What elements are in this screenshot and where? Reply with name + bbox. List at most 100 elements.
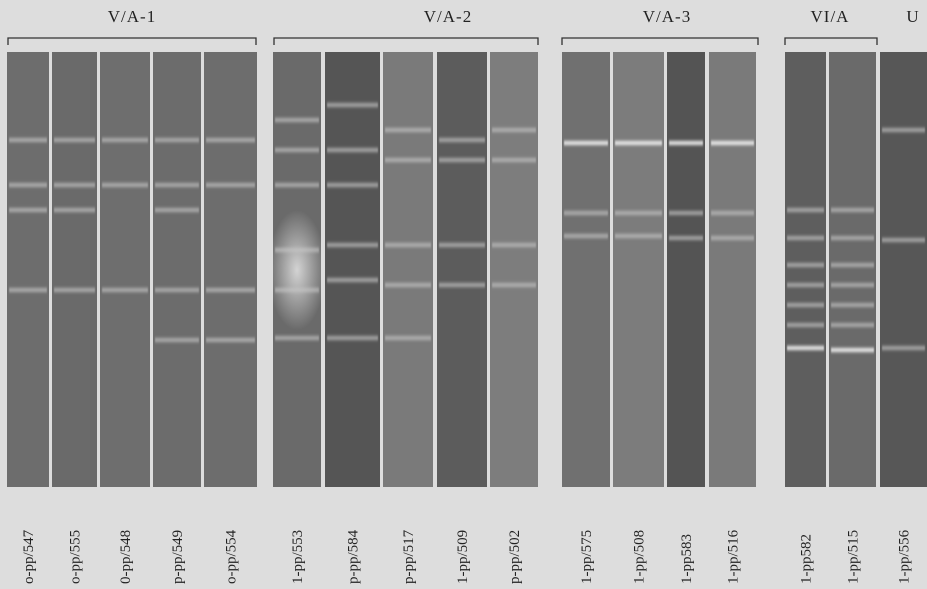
gel-lane bbox=[709, 52, 756, 487]
lane-background bbox=[709, 52, 756, 487]
gel-band bbox=[492, 243, 536, 247]
gel-band bbox=[275, 183, 319, 187]
gel-band bbox=[787, 283, 824, 287]
group-label: V/A-1 bbox=[108, 7, 156, 26]
lane-label: o-pp/554 bbox=[224, 529, 240, 584]
gel-band bbox=[54, 138, 95, 142]
gel-band bbox=[385, 128, 431, 132]
gel-band bbox=[54, 183, 95, 187]
gel-band bbox=[275, 148, 319, 152]
gel-band bbox=[787, 208, 824, 212]
gel-lane bbox=[490, 52, 538, 487]
gel-band bbox=[155, 183, 199, 187]
gel-band bbox=[275, 118, 319, 122]
gel-band bbox=[155, 208, 199, 212]
group-label: V/A-3 bbox=[643, 7, 691, 26]
lane-background bbox=[785, 52, 826, 487]
lane-background bbox=[880, 52, 927, 487]
gel-band bbox=[831, 263, 874, 267]
gel-band bbox=[385, 336, 431, 340]
group-label: U bbox=[906, 7, 919, 26]
gel-band bbox=[275, 248, 319, 252]
lane-background bbox=[829, 52, 876, 487]
gel-band bbox=[102, 138, 148, 142]
gel-band bbox=[385, 243, 431, 247]
gel-band bbox=[206, 338, 255, 342]
gel-lane bbox=[204, 52, 257, 487]
lane-label: p-pp/549 bbox=[170, 530, 186, 584]
lane-label: p-pp/584 bbox=[346, 529, 362, 584]
lane-background bbox=[325, 52, 380, 487]
gel-band bbox=[615, 141, 662, 145]
gel-band bbox=[564, 141, 608, 145]
gel-band bbox=[787, 303, 824, 307]
gel-band bbox=[385, 283, 431, 287]
gel-lane bbox=[562, 52, 610, 487]
gel-band bbox=[564, 234, 608, 238]
lane-label: 1-pp583 bbox=[679, 534, 695, 584]
gel-lane bbox=[880, 52, 927, 487]
gel-band bbox=[327, 243, 378, 247]
gel-band bbox=[492, 158, 536, 162]
gel-band bbox=[102, 183, 148, 187]
gel-lane bbox=[52, 52, 97, 487]
lane-label: 0-pp/548 bbox=[118, 530, 134, 584]
lane-background bbox=[100, 52, 150, 487]
gel-lane bbox=[268, 52, 326, 487]
gel-band bbox=[155, 338, 199, 342]
gel-band bbox=[492, 283, 536, 287]
lane-label: p-pp/517 bbox=[401, 529, 417, 584]
gel-band bbox=[882, 128, 925, 132]
lane-label: o-pp/555 bbox=[68, 530, 84, 584]
gel-band bbox=[831, 303, 874, 307]
gel-lane bbox=[100, 52, 150, 487]
gel-band bbox=[787, 346, 824, 350]
gel-band bbox=[327, 103, 378, 107]
gel-band bbox=[206, 183, 255, 187]
lane-label: 1-pp/515 bbox=[846, 530, 862, 584]
lane-label: p-pp/502 bbox=[507, 530, 523, 584]
lane-label: 1-pp/516 bbox=[726, 529, 742, 584]
gel-band bbox=[385, 158, 431, 162]
gel-band bbox=[615, 234, 662, 238]
lane-background bbox=[383, 52, 433, 487]
gel-band bbox=[9, 138, 47, 142]
gel-band bbox=[439, 138, 485, 142]
gel-band bbox=[669, 236, 703, 240]
lane-label: o-pp/547 bbox=[21, 529, 37, 584]
lane-background bbox=[562, 52, 610, 487]
gel-band bbox=[831, 348, 874, 352]
gel-band bbox=[492, 128, 536, 132]
gel-band bbox=[327, 183, 378, 187]
group-label: V/A-2 bbox=[424, 7, 472, 26]
lane-background bbox=[52, 52, 97, 487]
gel-band bbox=[831, 208, 874, 212]
lane-label: 1-pp582 bbox=[799, 534, 815, 584]
gel-lane bbox=[325, 52, 380, 487]
lane-label: 1-pp/575 bbox=[579, 530, 595, 584]
gel-band bbox=[439, 243, 485, 247]
gel-band bbox=[439, 283, 485, 287]
gel-band bbox=[9, 288, 47, 292]
lane-label: 1-pp/556 bbox=[897, 529, 913, 584]
gel-band bbox=[882, 238, 925, 242]
gel-band bbox=[669, 141, 703, 145]
gel-band bbox=[831, 323, 874, 327]
gel-band bbox=[54, 288, 95, 292]
gel-lane bbox=[383, 52, 433, 487]
gel-band bbox=[711, 211, 754, 215]
gel-band bbox=[787, 263, 824, 267]
lane-background bbox=[7, 52, 49, 487]
gel-band bbox=[669, 211, 703, 215]
lane-background bbox=[437, 52, 487, 487]
gel-lane bbox=[153, 52, 201, 487]
gel-band bbox=[711, 141, 754, 145]
gel-band bbox=[275, 336, 319, 340]
gel-lane bbox=[829, 52, 876, 487]
lane-background bbox=[153, 52, 201, 487]
gel-band bbox=[711, 236, 754, 240]
gel-band bbox=[155, 288, 199, 292]
gel-band bbox=[787, 236, 824, 240]
gel-band bbox=[882, 346, 925, 350]
group-label: VI/A bbox=[811, 7, 850, 26]
